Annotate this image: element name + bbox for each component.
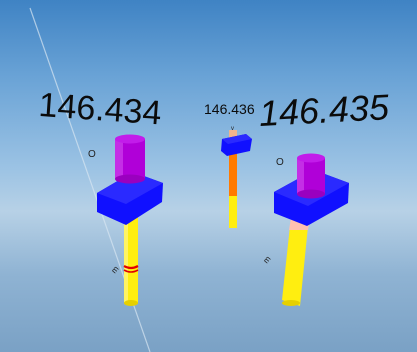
right-gauge[interactable] xyxy=(274,153,349,307)
right-yellow-shaft xyxy=(282,226,308,306)
center-readout: 146.436 xyxy=(204,101,255,117)
center-gauge[interactable] xyxy=(221,130,252,228)
right-o-marker: O xyxy=(276,157,284,168)
center-v-marker: v xyxy=(231,126,234,132)
left-readout: 146.434 xyxy=(37,86,163,133)
left-red-ring xyxy=(123,265,139,270)
center-yellow-shaft xyxy=(229,196,237,228)
left-gauge[interactable] xyxy=(97,134,163,307)
center-orange-shaft xyxy=(229,150,237,196)
right-readout: 146.435 xyxy=(257,86,390,134)
left-o-marker: O xyxy=(88,149,96,160)
